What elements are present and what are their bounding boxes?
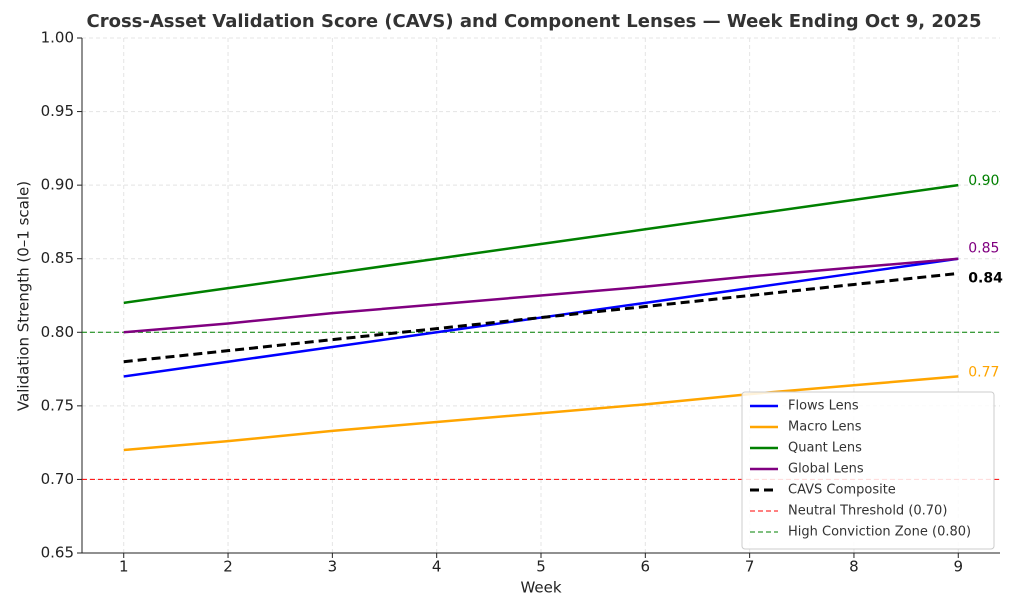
- y-tick-label: 0.85: [41, 249, 74, 267]
- chart-title: Cross-Asset Validation Score (CAVS) and …: [87, 11, 982, 32]
- x-tick-label: 8: [849, 558, 859, 576]
- value-label: 0.84: [968, 270, 1003, 286]
- legend-label: Macro Lens: [788, 420, 862, 435]
- value-label: 0.85: [968, 241, 999, 257]
- y-tick-label: 0.80: [41, 323, 74, 341]
- series-line: [123, 257, 959, 334]
- y-tick-label: 0.75: [41, 396, 74, 414]
- value-label: 0.90: [968, 173, 999, 189]
- y-tick-label: 0.70: [41, 470, 74, 488]
- legend-label: CAVS Composite: [788, 483, 896, 498]
- x-tick-label: 2: [223, 558, 233, 576]
- legend: Flows Lens Macro Lens Quant Lens Global Len…: [741, 391, 995, 550]
- legend-label: Neutral Threshold (0.70): [788, 504, 947, 519]
- x-tick-label: 1: [119, 558, 129, 576]
- x-tick-label: 4: [432, 558, 442, 576]
- x-tick-label: 7: [745, 558, 755, 576]
- legend-box: [741, 391, 995, 550]
- series-line: [123, 375, 959, 452]
- x-tick-label: 6: [641, 558, 651, 576]
- y-axis-label: Validation Strength (0–1 scale): [15, 181, 33, 411]
- x-axis-label: Week: [520, 579, 561, 597]
- axes: [81, 38, 1000, 554]
- legend-label: Global Lens: [788, 462, 864, 477]
- legend-label: High Conviction Zone (0.80): [788, 525, 971, 540]
- x-tick-label: 9: [953, 558, 963, 576]
- series-line: [123, 257, 959, 378]
- series-line: [123, 183, 959, 305]
- y-tick-label: 0.90: [41, 176, 74, 194]
- y-tick-label: 0.65: [41, 544, 74, 562]
- y-tick-label: 1.00: [41, 29, 74, 47]
- value-label: 0.77: [968, 364, 999, 380]
- legend-label: Flows Lens: [788, 399, 859, 414]
- y-tick-label: 0.95: [41, 102, 74, 120]
- x-tick-label: 3: [328, 558, 338, 576]
- legend-label: Quant Lens: [788, 441, 862, 456]
- x-tick-label: 5: [536, 558, 546, 576]
